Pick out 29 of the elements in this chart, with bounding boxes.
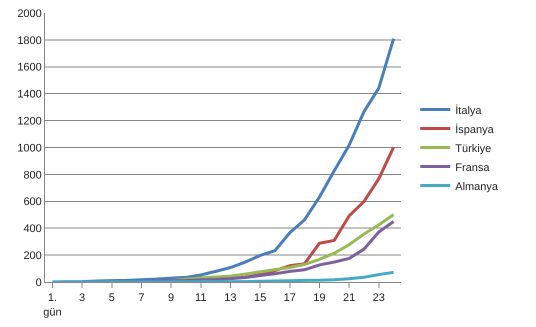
y-tick-label: 800 xyxy=(23,169,42,182)
y-tick-label: 1400 xyxy=(17,88,42,101)
x-tick-label: 15 xyxy=(254,292,266,304)
y-tick-label: 2000 xyxy=(17,8,42,20)
y-tick-label: 1200 xyxy=(17,115,42,128)
legend-label: Almanya xyxy=(455,180,499,193)
x-tick-label: 7 xyxy=(138,292,144,304)
x-tick-label: 17 xyxy=(284,292,296,304)
x-tick-label: 9 xyxy=(168,292,174,304)
x-tick-label: 19 xyxy=(313,292,326,304)
y-tick-label: 600 xyxy=(23,196,42,208)
y-tick-label: 1800 xyxy=(17,34,42,47)
y-tick-label: 0 xyxy=(36,276,42,289)
legend-label: Fransa xyxy=(455,162,490,174)
legend-label: Türkiye xyxy=(455,142,492,155)
x-tick-label: 23 xyxy=(372,292,385,304)
x-tick-label: 1. gün xyxy=(43,292,62,318)
y-tick-label: 1600 xyxy=(17,62,42,74)
line-series xyxy=(50,270,396,282)
y-tick-label: 200 xyxy=(23,250,42,262)
y-tick-label: 400 xyxy=(23,223,42,236)
legend-label: İtalya xyxy=(455,104,482,117)
x-tick-label: 5 xyxy=(108,292,115,304)
x-tick-label: 11 xyxy=(195,292,206,304)
x-tick-label: 21 xyxy=(342,292,356,304)
y-tick-label: 1000 xyxy=(17,142,42,154)
x-tick-label: 13 xyxy=(224,292,237,304)
x-tick-label: 3 xyxy=(79,292,86,304)
legend-label: İspanya xyxy=(455,122,495,136)
